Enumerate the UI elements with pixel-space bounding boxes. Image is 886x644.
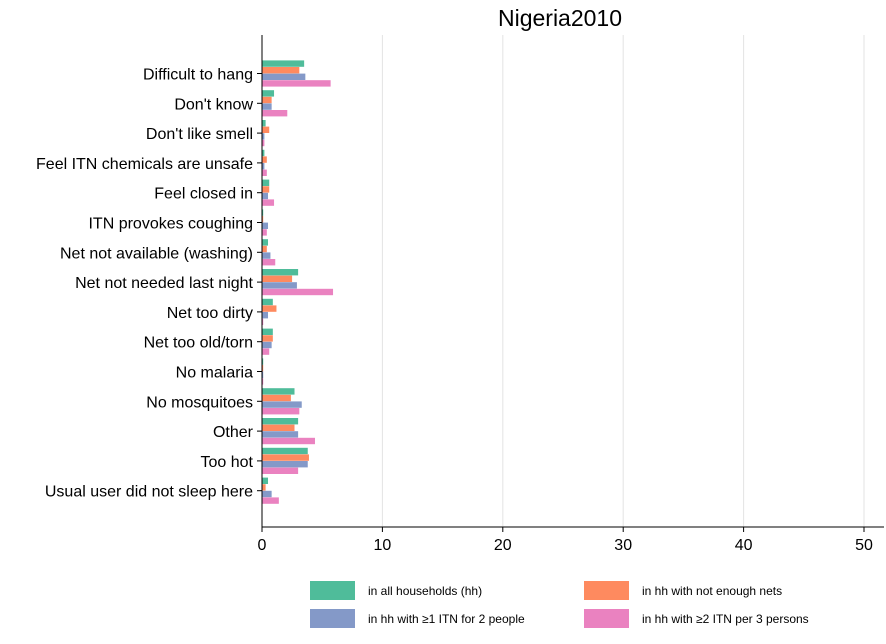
bar [262,401,302,408]
category-label: Feel closed in [154,186,253,203]
bar [262,259,276,266]
bar [262,186,270,193]
bar [262,103,272,110]
bar [262,139,265,147]
bar [262,275,293,282]
bar [262,378,264,385]
bar [262,73,306,80]
bar [262,126,270,133]
category-labels: Difficult to hang Don't know Don't like sm… [36,67,262,501]
x-tick-labels: 0 10 20 30 40 50 [258,527,873,554]
bar [262,163,265,170]
category-label: ITN provokes coughing [88,216,253,233]
bar [262,388,295,395]
bar [262,371,264,378]
legend-label: in hh with ≥2 ITN per 3 persons [642,612,809,626]
bar [262,394,291,402]
bar [262,288,334,296]
chart-title: Nigeria2010 [498,5,622,31]
bars [262,60,334,504]
bar [262,461,308,468]
legend-label: in all households (hh) [368,584,482,598]
category-label: Net not available (washing) [60,245,253,262]
category-label: Usual user did not sleep here [45,484,253,501]
bar [262,192,269,200]
bar [262,408,300,415]
bar [262,358,264,365]
bar [262,348,270,355]
category-label: No mosquitoes [146,394,253,411]
bar [262,484,266,491]
bar [262,199,275,206]
legend-label: in hh with not enough nets [642,584,782,598]
bar [262,133,265,140]
legend-swatch [310,581,355,600]
legend: in all households (hh) in hh with not eno… [310,581,809,628]
bar [262,216,264,223]
x-tick-label: 40 [735,537,753,554]
category-label: Too hot [201,454,254,471]
bar [262,269,299,276]
bar [262,447,308,455]
bar [262,149,265,157]
bar [262,431,299,438]
bar [262,424,295,431]
bar [262,305,277,312]
category-label: No malaria [176,365,253,382]
gridlines [381,35,865,527]
x-tick-label: 10 [374,537,392,554]
bar [262,252,271,259]
category-label: Don't know [174,96,253,113]
bar [262,239,269,246]
legend-swatch [310,609,355,628]
bar [262,245,267,253]
bar [262,490,272,498]
bar [262,156,267,163]
legend-swatch [584,609,629,628]
bar [262,282,297,289]
bar [262,454,309,461]
bar [262,341,272,349]
category-label: Net too old/torn [144,335,253,352]
bar [262,209,264,216]
legend-swatch [584,581,629,600]
bar [262,169,267,176]
bar [262,335,273,342]
bar [262,96,272,104]
bar [262,318,264,325]
bar [262,312,269,319]
x-tick-label: 50 [855,537,873,554]
bar [262,229,267,236]
bar [262,365,264,372]
bar [262,418,299,425]
category-label: Difficult to hang [143,67,253,84]
bar [262,90,275,97]
bar [262,179,270,186]
bar [262,497,279,504]
legend-label: in hh with ≥1 ITN for 2 people [368,612,525,626]
bar [262,60,305,67]
category-label: Net not needed last night [75,275,253,292]
bar [262,110,288,117]
category-label: Feel ITN chemicals are unsafe [36,156,253,173]
bar [262,467,299,474]
bar [262,80,331,87]
category-label: Don't like smell [146,126,253,143]
category-label: Other [213,424,254,441]
bar [262,437,315,445]
bar [262,67,300,74]
bar [262,222,269,229]
bar [262,298,273,306]
bar [262,120,266,127]
x-tick-label: 0 [258,537,267,554]
bar [262,477,269,484]
bar [262,328,273,335]
category-label: Net too dirty [167,305,253,322]
x-tick-label: 30 [614,537,632,554]
x-tick-label: 20 [494,537,512,554]
